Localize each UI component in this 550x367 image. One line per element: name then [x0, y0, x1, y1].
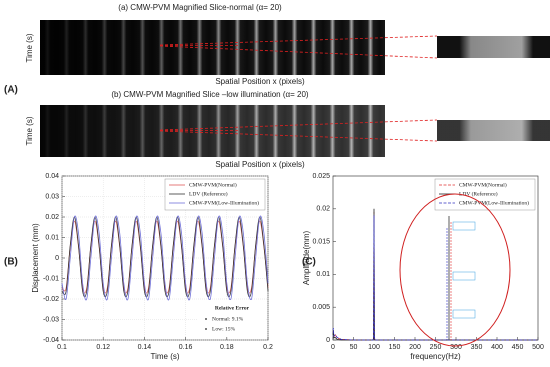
- slice-y-label: Time (s): [25, 33, 34, 62]
- bullet: [205, 318, 207, 320]
- zoom-guides: [159, 119, 438, 142]
- slice-x-label: Spatial Position x (pixels): [215, 77, 305, 86]
- x-tick-label: 100: [368, 344, 380, 351]
- x-tick-label: 0.1: [57, 344, 67, 351]
- y-tick-label: 0.01: [45, 234, 59, 241]
- zoom-guides: [159, 35, 438, 59]
- panel-label: (B): [4, 257, 18, 268]
- panel-label: (C): [302, 257, 316, 268]
- series-line: [332, 215, 538, 341]
- y-tick-label: 0.01: [316, 271, 330, 278]
- zoom-inset: [437, 36, 550, 58]
- x-axis-label: Time (s): [150, 352, 179, 361]
- x-tick-label: 300: [450, 344, 462, 351]
- x-tick-label: 500: [532, 344, 544, 351]
- x-tick-label: 400: [491, 344, 503, 351]
- y-tick-label: 0: [326, 337, 330, 344]
- x-tick-label: 450: [512, 344, 524, 351]
- zoom-inset: [437, 120, 550, 141]
- bullet: [205, 328, 207, 330]
- x-tick-label: 0.16: [179, 344, 193, 351]
- legend-box: [164, 178, 266, 211]
- annotation-line: Low: 15%: [212, 326, 235, 332]
- x-axis-label: frequency(Hz): [410, 352, 461, 361]
- x-tick-label: 0: [331, 344, 335, 351]
- y-tick-label: 0.015: [312, 238, 330, 245]
- annotation-title: Relative Error: [215, 305, 250, 311]
- slice-y-label: Time (s): [25, 116, 34, 145]
- y-tick-label: -0.03: [43, 316, 59, 323]
- x-tick-label: 0.12: [96, 344, 110, 351]
- y-tick-label: 0.02: [45, 214, 59, 221]
- x-tick-label: 150: [389, 344, 401, 351]
- y-tick-label: 0.005: [312, 304, 330, 311]
- x-tick-label: 0.18: [220, 344, 234, 351]
- annotation-box: [198, 300, 265, 337]
- y-tick-label: 0.04: [45, 173, 59, 180]
- x-tick-label: 250: [430, 344, 442, 351]
- x-tick-label: 50: [350, 344, 358, 351]
- slice-title: (a) CMW-PVM Magnified Slice-normal (α= 2…: [118, 3, 282, 12]
- y-tick-label: -0.02: [43, 296, 59, 303]
- y-tick-label: -0.01: [43, 275, 59, 282]
- legend-label: CMW-PVM(Low-Illumination): [459, 199, 529, 206]
- y-tick-label: -0.04: [43, 337, 59, 344]
- series-line: [61, 216, 269, 298]
- legend-label: CMW-PVM(Low-Illumination): [189, 199, 259, 206]
- y-tick-label: 0.025: [312, 173, 330, 180]
- y-tick-label: 0.02: [316, 206, 330, 213]
- slice-shade: [40, 105, 385, 157]
- x-tick-label: 200: [409, 344, 421, 351]
- slice-x-label: Spatial Position x (pixels): [215, 160, 305, 169]
- legend-label: LDV (Reference): [189, 190, 228, 197]
- y-tick-label: 0.03: [45, 193, 59, 200]
- slice-title: (b) CMW-PVM Magnified Slice –low illumin…: [111, 90, 309, 99]
- x-tick-label: 0.14: [138, 344, 152, 351]
- panel-label: (A): [4, 85, 18, 96]
- x-tick-label: 350: [471, 344, 483, 351]
- y-axis-label: Amplitude(mm): [302, 231, 311, 286]
- legend-label: CMW-PVM(Normal): [189, 181, 237, 188]
- series-line: [61, 215, 269, 301]
- y-axis-label: Displacement (mm): [31, 223, 40, 293]
- x-tick-label: 0.2: [263, 344, 273, 351]
- annotation-line: Normal: 9.1%: [212, 316, 244, 322]
- legend-label: CMW-PVM(Normal): [459, 181, 507, 188]
- slice-shade: [40, 20, 385, 75]
- zoom-circle: [399, 193, 511, 347]
- y-tick-label: 0: [55, 255, 59, 262]
- legend-label: LDV (Reference): [459, 190, 498, 197]
